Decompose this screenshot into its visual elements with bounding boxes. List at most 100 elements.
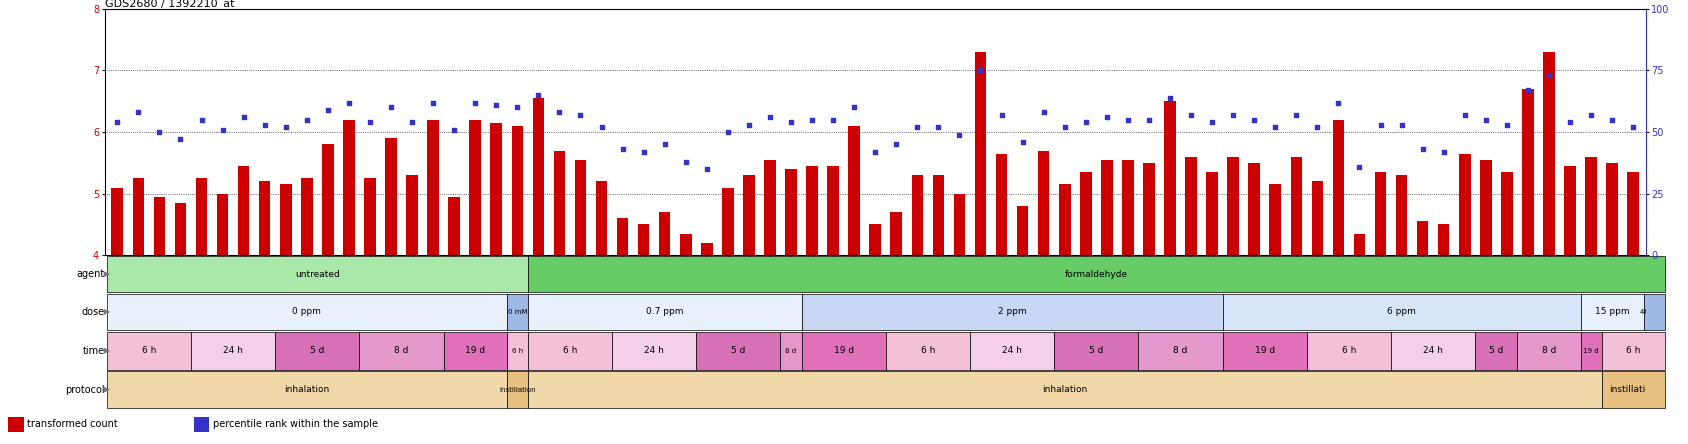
Point xyxy=(167,136,194,143)
Bar xyxy=(1374,172,1386,255)
Point xyxy=(1198,119,1225,126)
Bar xyxy=(912,175,923,255)
Point xyxy=(841,104,868,111)
Bar xyxy=(1307,332,1391,370)
Bar xyxy=(258,181,270,255)
Point xyxy=(314,107,341,114)
Point xyxy=(1578,111,1605,119)
Bar xyxy=(574,160,586,255)
Point xyxy=(420,99,447,106)
Point xyxy=(1325,99,1352,106)
Bar xyxy=(971,332,1055,370)
Bar xyxy=(1627,172,1639,255)
Point xyxy=(945,131,972,138)
Bar xyxy=(596,181,608,255)
Bar xyxy=(1222,294,1580,330)
Bar xyxy=(1101,160,1112,255)
Point xyxy=(1220,111,1247,119)
Bar xyxy=(106,256,528,292)
Bar xyxy=(1607,163,1617,255)
Point xyxy=(525,91,552,99)
Bar xyxy=(1602,332,1664,370)
Bar xyxy=(658,212,670,255)
Bar xyxy=(506,294,528,330)
Point xyxy=(798,116,825,123)
Point xyxy=(1367,121,1394,128)
Bar xyxy=(111,187,123,255)
Point xyxy=(903,123,930,131)
Bar xyxy=(849,126,859,255)
Bar xyxy=(1475,332,1518,370)
Bar xyxy=(554,151,565,255)
Point xyxy=(1052,123,1079,131)
Text: agent: agent xyxy=(78,269,105,279)
Point xyxy=(294,116,321,123)
Point xyxy=(1114,116,1141,123)
Bar xyxy=(1602,372,1664,408)
Point xyxy=(272,123,299,131)
Text: transformed count: transformed count xyxy=(27,420,118,429)
Point xyxy=(1030,109,1057,116)
Text: 6 h: 6 h xyxy=(142,346,155,355)
Point xyxy=(230,114,257,121)
Point xyxy=(1345,163,1372,170)
Point xyxy=(756,114,783,121)
Bar xyxy=(196,178,208,255)
Text: untreated: untreated xyxy=(295,270,339,279)
Text: inhalation: inhalation xyxy=(284,385,329,394)
Bar xyxy=(365,178,376,255)
Bar xyxy=(743,175,755,255)
Bar xyxy=(275,332,360,370)
Point xyxy=(103,119,130,126)
Point xyxy=(356,119,383,126)
Text: protocol: protocol xyxy=(66,385,105,395)
Text: 0.7 ppm: 0.7 ppm xyxy=(647,307,684,317)
Point xyxy=(652,141,679,148)
Text: 5 d: 5 d xyxy=(1089,346,1104,355)
Bar xyxy=(533,98,544,255)
Bar xyxy=(974,52,986,255)
Point xyxy=(1094,114,1121,121)
Point xyxy=(187,116,214,123)
Text: GDS2680 / 1392210_at: GDS2680 / 1392210_at xyxy=(105,0,235,9)
Bar xyxy=(1580,294,1644,330)
Point xyxy=(820,116,847,123)
Point xyxy=(1303,123,1330,131)
Point xyxy=(609,146,636,153)
Bar xyxy=(891,212,901,255)
Text: 6 h: 6 h xyxy=(1342,346,1355,355)
Bar xyxy=(106,372,506,408)
Text: 6 h: 6 h xyxy=(511,348,523,354)
Bar xyxy=(1249,163,1259,255)
Bar xyxy=(1518,332,1580,370)
Bar xyxy=(1585,157,1597,255)
Bar xyxy=(1580,332,1602,370)
Point xyxy=(736,121,763,128)
Point xyxy=(398,119,425,126)
Bar xyxy=(1565,166,1577,255)
Text: 19 d: 19 d xyxy=(1583,348,1599,354)
Bar xyxy=(360,332,444,370)
Bar xyxy=(802,332,886,370)
Bar xyxy=(722,187,734,255)
Bar xyxy=(506,332,528,370)
Bar xyxy=(449,197,459,255)
Bar xyxy=(1438,225,1450,255)
Bar xyxy=(1396,175,1408,255)
Bar xyxy=(1501,172,1512,255)
Bar xyxy=(300,178,312,255)
Bar xyxy=(1480,160,1492,255)
Bar xyxy=(528,372,1602,408)
Bar xyxy=(1332,120,1344,255)
Bar xyxy=(133,178,143,255)
Bar xyxy=(1055,332,1138,370)
Point xyxy=(567,111,594,119)
Bar xyxy=(765,160,776,255)
Text: 5 d: 5 d xyxy=(311,346,324,355)
Point xyxy=(863,148,890,155)
Bar xyxy=(1354,234,1366,255)
Text: instillation: instillation xyxy=(1609,385,1658,394)
Text: 8 d: 8 d xyxy=(1173,346,1188,355)
Bar xyxy=(1644,294,1664,330)
Text: 15 ppm: 15 ppm xyxy=(1595,307,1629,317)
